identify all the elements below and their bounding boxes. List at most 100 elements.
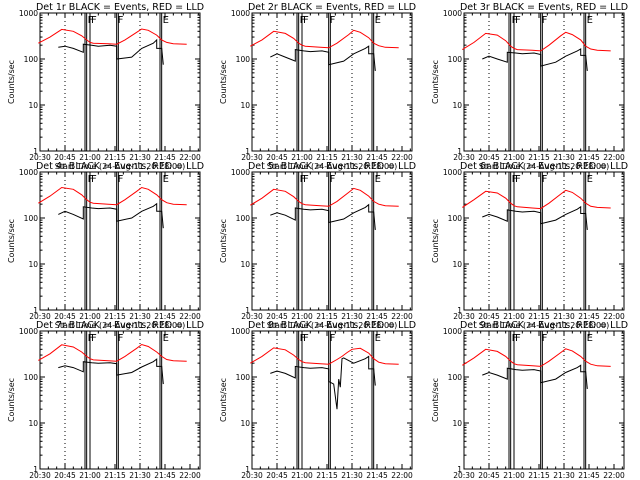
flag-label: F [330, 15, 336, 26]
x-tick-label: 21:45 [578, 153, 600, 162]
flag-label: E [163, 333, 169, 344]
flag-label: F [118, 174, 124, 185]
y-tick-label: 100 [24, 214, 39, 223]
x-tick-label: 21:15 [316, 312, 338, 321]
detector-panel-4: Det 4r BLACK = Events, RED = LLD 1 10 100 10… [7, 161, 204, 330]
panel-title: Det 6r BLACK = Events, RED = LLD [460, 161, 628, 172]
x-tick-label: 21:15 [104, 312, 126, 321]
y-tick-label: 1000 [231, 168, 250, 177]
x-tick-label: 22:00 [603, 471, 625, 480]
x-tick-label: 21:00 [291, 471, 313, 480]
x-tick-label: 22:00 [603, 312, 625, 321]
x-tick-label: 20:45 [478, 471, 500, 480]
flag-label: F [330, 333, 336, 344]
x-tick-label: 21:30 [341, 153, 363, 162]
x-tick-label: 21:45 [154, 153, 176, 162]
flag-label: F [542, 174, 548, 185]
series-line-lld [250, 347, 399, 365]
y-tick-label: 1000 [443, 168, 462, 177]
flag-label: F [88, 15, 94, 26]
x-tick-label: 21:30 [553, 471, 575, 480]
plot-frame [251, 330, 413, 470]
x-tick-label: 20:45 [54, 471, 76, 480]
series-line-events [58, 38, 164, 65]
flag-label: F [303, 333, 309, 344]
y-axis-label: Counts/sec [219, 219, 228, 263]
y-tick-label: 1 [33, 147, 38, 156]
panel-title: Det 7r BLACK = Events, RED = LLD [36, 320, 204, 331]
x-tick-label: 21:30 [553, 153, 575, 162]
series-line-events [58, 358, 164, 385]
panel-title: Det 8r BLACK = Events, RED = LLD [248, 320, 416, 331]
plot-frame [463, 171, 625, 311]
series-line-events [270, 355, 376, 410]
y-tick-label: 1000 [19, 9, 38, 18]
flag-label: F [303, 174, 309, 185]
flag-label: E [375, 333, 381, 344]
x-tick-label: 20:45 [266, 153, 288, 162]
x-tick-label: 21:45 [154, 312, 176, 321]
flag-label: F [515, 174, 521, 185]
y-tick-label: 100 [24, 373, 39, 382]
x-tick-label: 22:00 [391, 312, 413, 321]
x-tick-label: 20:30 [29, 153, 51, 162]
x-tick-label: 21:00 [79, 471, 101, 480]
x-tick-label: 21:15 [528, 153, 550, 162]
flag-label: E [163, 15, 169, 26]
y-tick-label: 1 [33, 306, 38, 315]
x-tick-label: 22:00 [391, 153, 413, 162]
y-tick-label: 1 [245, 465, 250, 474]
x-axis-label: Start Time (24-Aug-11 20:28:00) [55, 162, 186, 171]
panel-title: Det 5r BLACK = Events, RED = LLD [248, 161, 416, 172]
y-tick-label: 100 [448, 55, 463, 64]
flag-label: E [375, 174, 381, 185]
x-tick-label: 20:30 [241, 312, 263, 321]
y-tick-label: 1000 [443, 9, 462, 18]
x-tick-label: 21:15 [316, 471, 338, 480]
x-tick-label: 20:30 [29, 471, 51, 480]
y-tick-label: 100 [236, 373, 251, 382]
x-tick-label: 20:45 [54, 312, 76, 321]
y-tick-label: 1000 [19, 327, 38, 336]
detector-panel-7: Det 7r BLACK = Events, RED = LLD 1 10 100 10… [7, 320, 204, 480]
x-tick-label: 22:00 [603, 153, 625, 162]
y-tick-label: 10 [452, 419, 462, 428]
y-tick-label: 1 [33, 465, 38, 474]
y-tick-label: 1 [245, 306, 250, 315]
x-tick-label: 22:00 [179, 471, 201, 480]
y-axis-label: Counts/sec [219, 60, 228, 104]
detector-panel-6: Det 6r BLACK = Events, RED = LLD 1 10 100 10… [431, 161, 628, 330]
y-tick-label: 1000 [231, 327, 250, 336]
x-tick-label: 21:45 [366, 312, 388, 321]
x-tick-label: 21:30 [341, 312, 363, 321]
x-tick-label: 21:00 [291, 153, 313, 162]
flag-label: E [587, 333, 593, 344]
x-tick-label: 20:45 [478, 312, 500, 321]
x-tick-label: 20:30 [453, 312, 475, 321]
series-line-events [482, 205, 588, 230]
y-tick-label: 10 [452, 101, 462, 110]
x-tick-label: 21:15 [528, 471, 550, 480]
y-tick-label: 1000 [231, 9, 250, 18]
panel-title: Det 2r BLACK = Events, RED = LLD [248, 2, 416, 13]
flag-label: F [542, 15, 548, 26]
series-line-events [58, 202, 164, 229]
x-axis-label: Start Time (24-Aug-11 20:28:00) [479, 321, 610, 330]
x-tick-label: 20:30 [29, 312, 51, 321]
plot-frame [39, 330, 201, 470]
flag-label: F [118, 15, 124, 26]
series-line-lld [250, 187, 399, 207]
x-axis-label: Start Time (24-Aug-11 20:28:00) [479, 162, 610, 171]
x-tick-label: 21:15 [104, 153, 126, 162]
series-line-lld [250, 29, 399, 49]
detector-panel-9: Det 9r BLACK = Events, RED = LLD 1 10 100 10… [431, 320, 628, 480]
flag-label: F [88, 174, 94, 185]
flag-label: F [91, 15, 97, 26]
plot-frame [251, 171, 413, 311]
y-axis-label: Counts/sec [7, 219, 16, 263]
flag-label: F [300, 333, 306, 344]
y-tick-label: 1000 [443, 327, 462, 336]
y-axis-label: Counts/sec [431, 219, 440, 263]
x-tick-label: 22:00 [391, 471, 413, 480]
flag-label: E [587, 15, 593, 26]
